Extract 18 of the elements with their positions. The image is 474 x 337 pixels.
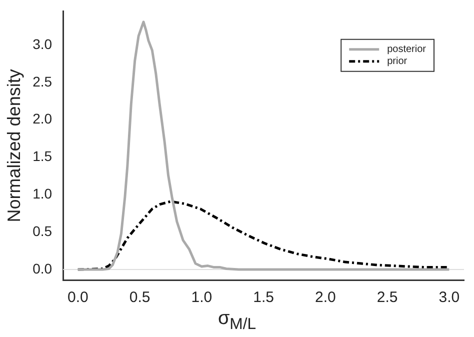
x-tick-label: 2.0 [314, 289, 336, 306]
y-tick-label: 2.0 [32, 110, 52, 127]
x-tick-label: 0.5 [129, 289, 150, 306]
x-tick-label: 3.0 [438, 289, 460, 306]
legend-label: prior [387, 56, 408, 68]
y-tick-label: 2.5 [32, 73, 52, 90]
y-axis-title: Normalized density [4, 69, 24, 222]
y-tick-label: 3.0 [32, 36, 52, 52]
x-tick-label: 2.5 [376, 289, 398, 306]
y-tick-label: 1.0 [32, 186, 52, 202]
y-tick-label: 1.5 [32, 148, 52, 164]
y-tick-label: 0.5 [32, 222, 52, 239]
x-tick-label: 1.5 [253, 289, 274, 306]
x-axis-title: σ$_{M/L}$ [216, 308, 258, 334]
x-tick-label: 1.0 [191, 289, 212, 306]
legend-label: posterior [387, 44, 427, 56]
x-tick-label: 0.0 [67, 289, 88, 306]
y-tick-label: 0.0 [32, 260, 52, 276]
